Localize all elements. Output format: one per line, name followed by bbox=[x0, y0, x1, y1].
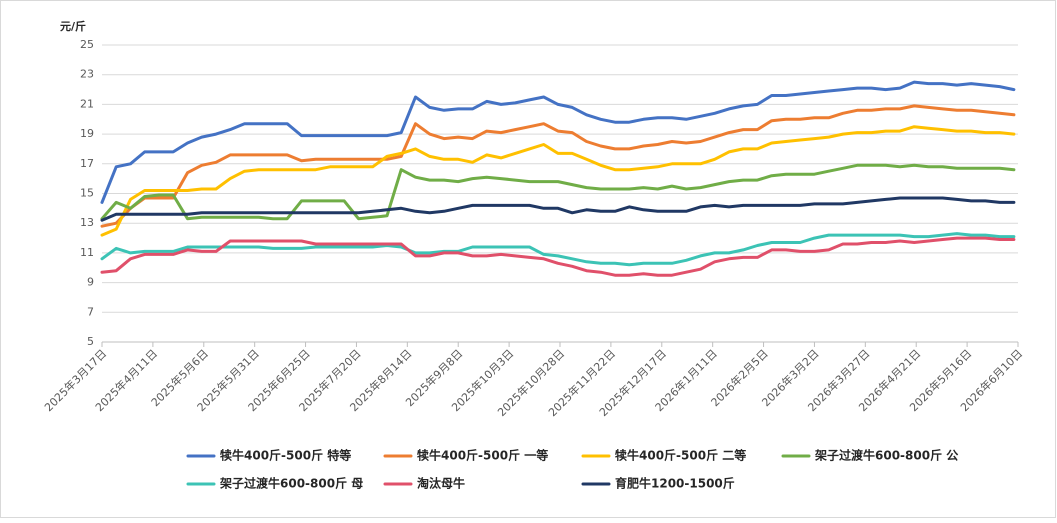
legend-label: 架子过渡牛600-800斤 母 bbox=[219, 476, 363, 491]
series-line bbox=[100, 104, 1016, 228]
y-tick-label: 19 bbox=[80, 127, 94, 140]
y-tick-label: 23 bbox=[80, 68, 94, 81]
legend-label: 犊牛400斤-500斤 二等 bbox=[615, 448, 746, 463]
legend-label: 架子过渡牛600-800斤 公 bbox=[814, 448, 958, 463]
y-tick-label: 15 bbox=[80, 187, 94, 200]
series-line bbox=[100, 163, 1016, 221]
y-tick-label: 13 bbox=[80, 216, 94, 229]
series-line bbox=[100, 236, 1016, 277]
y-tick-label: 9 bbox=[87, 276, 94, 289]
legend-label: 育肥牛1200-1500斤 bbox=[615, 476, 735, 491]
y-tick-label: 7 bbox=[87, 305, 94, 318]
series-line bbox=[100, 232, 1016, 267]
legend-label: 淘汰母牛 bbox=[417, 476, 465, 491]
y-tick-label: 5 bbox=[87, 335, 94, 348]
series-line bbox=[100, 196, 1016, 222]
legend-label: 犊牛400斤-500斤 特等 bbox=[220, 448, 351, 463]
y-axis-label: 元/斤 bbox=[60, 19, 86, 33]
y-tick-label: 17 bbox=[80, 157, 94, 170]
legend-label: 犊牛400斤-500斤 一等 bbox=[417, 448, 548, 463]
y-tick-label: 21 bbox=[80, 97, 94, 110]
y-tick-label: 25 bbox=[80, 38, 94, 51]
series-line bbox=[100, 80, 1016, 204]
y-tick-label: 11 bbox=[80, 246, 94, 259]
series-line bbox=[100, 125, 1016, 237]
